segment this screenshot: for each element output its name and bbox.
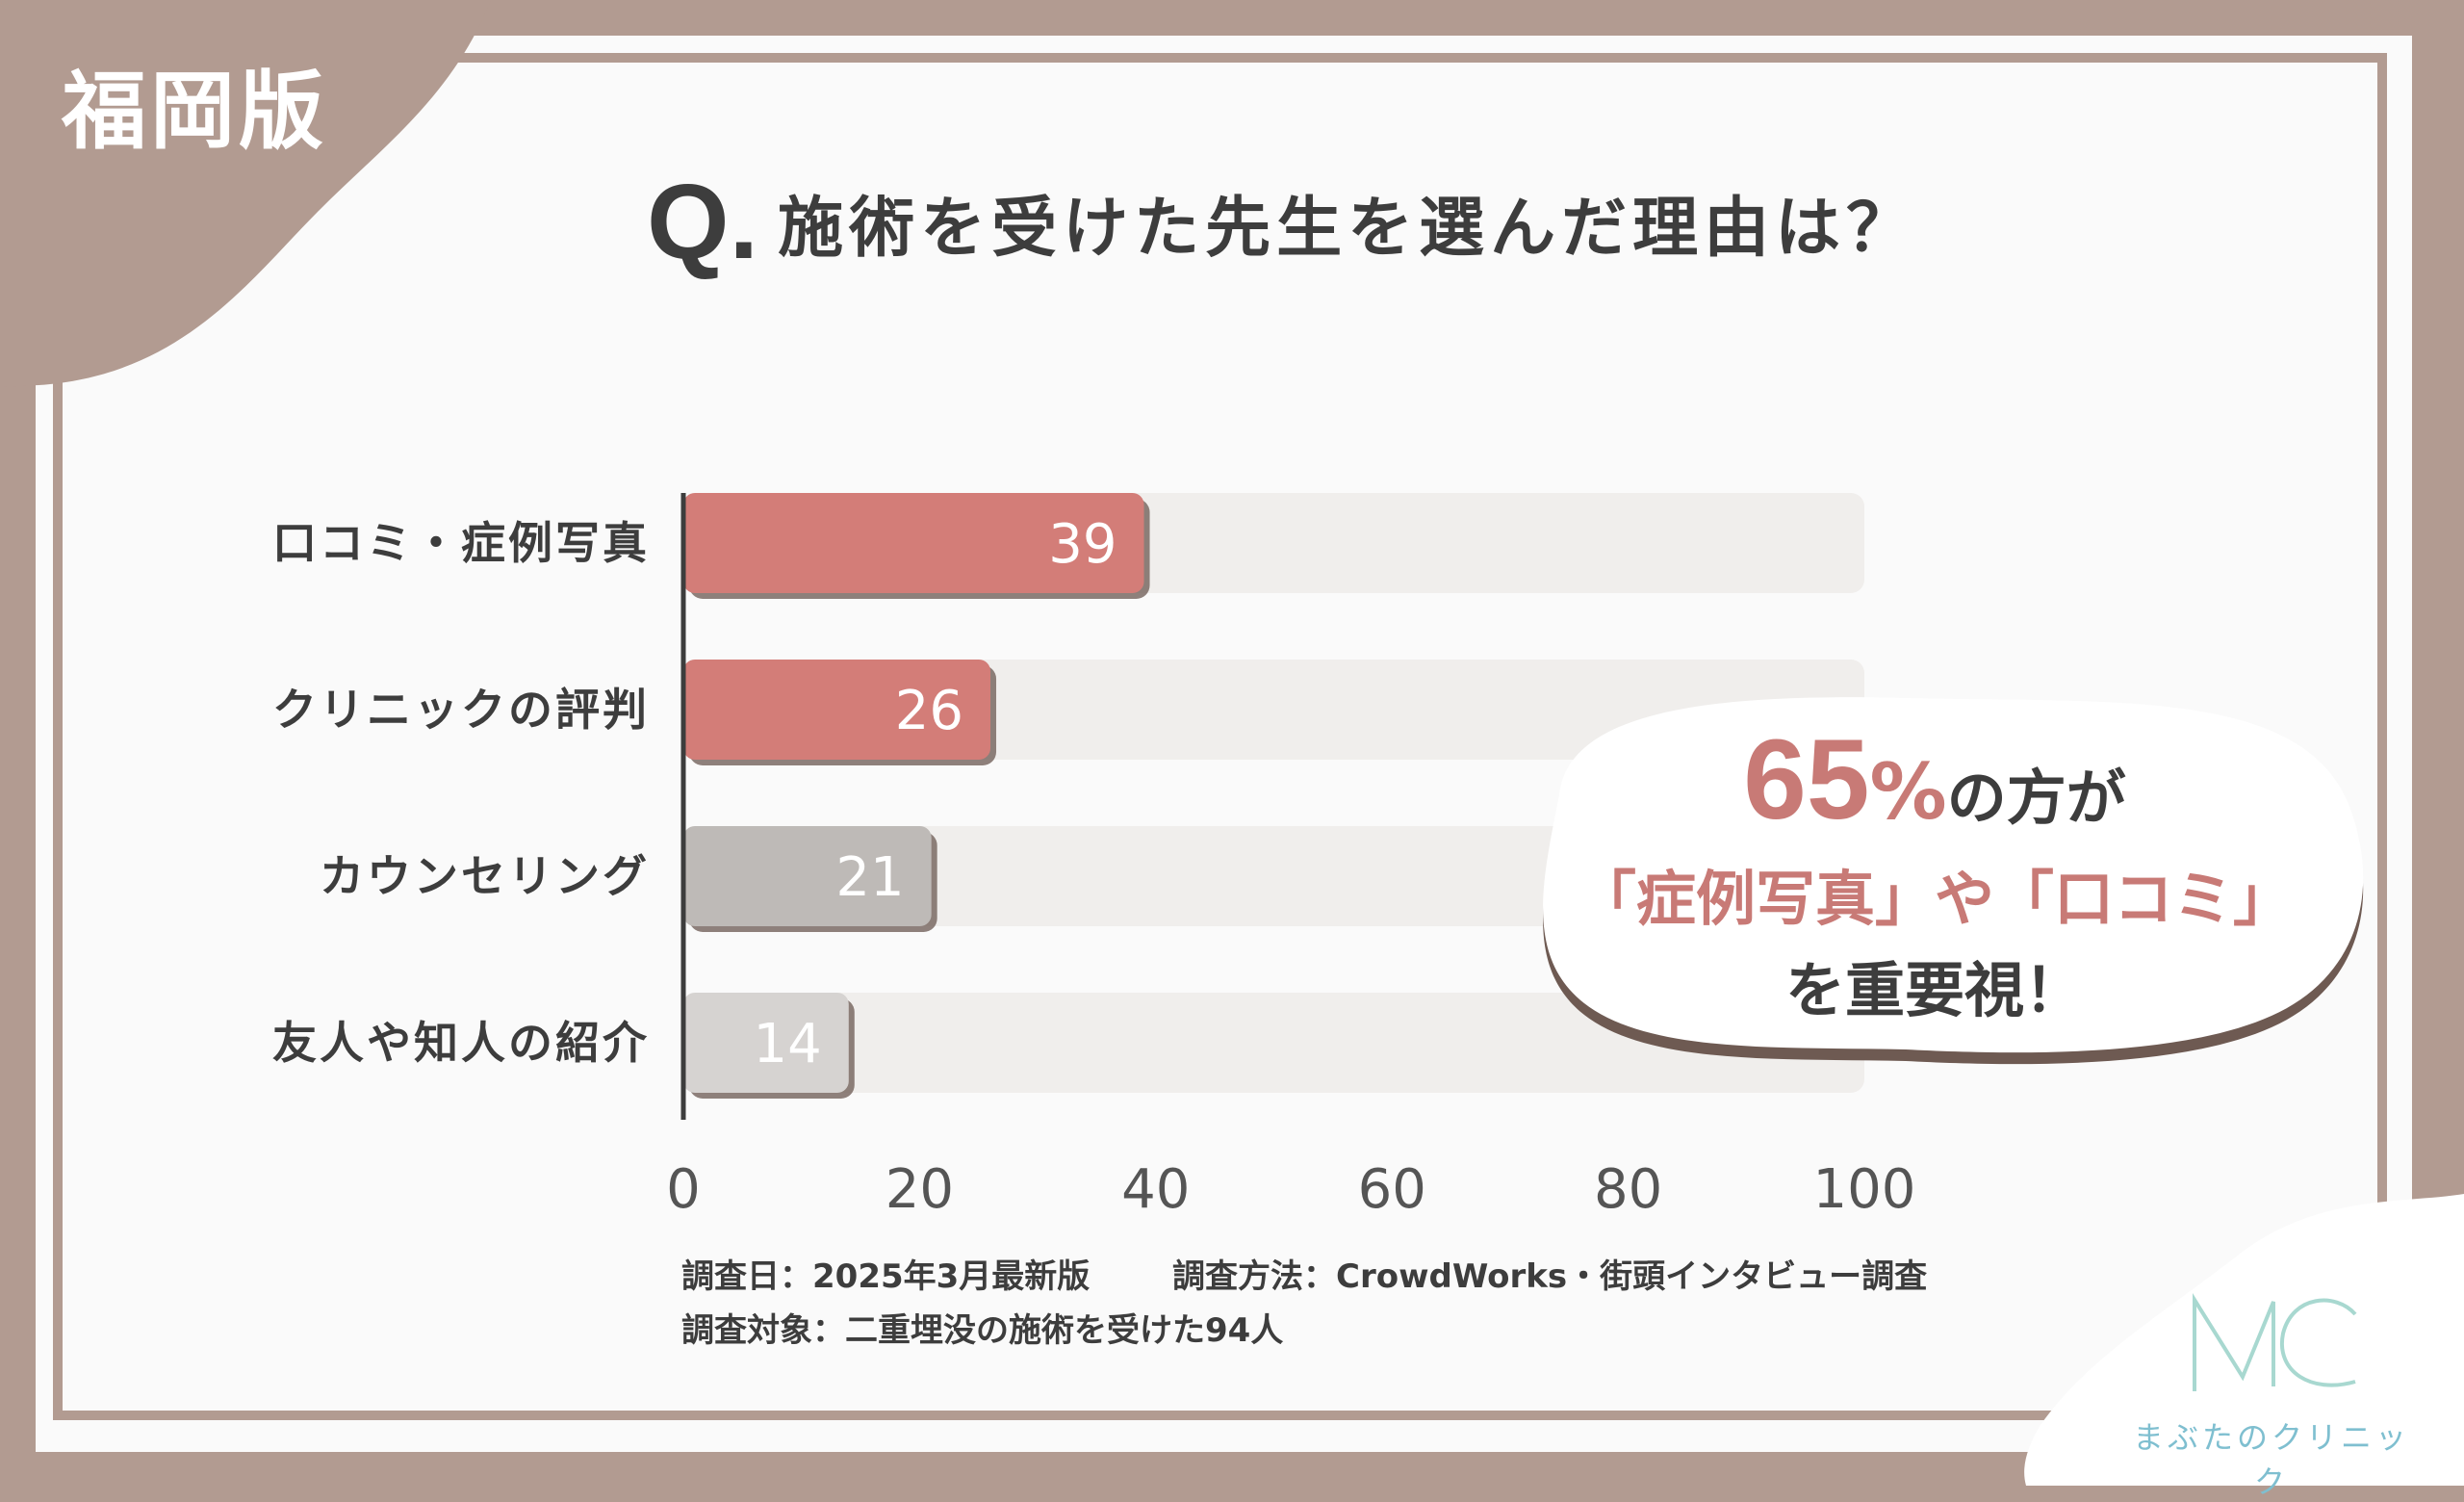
category-label: 友人や知人の紹介 <box>272 1017 650 1069</box>
survey-date: 調査日：2025年3月最新版 <box>681 1257 1091 1296</box>
category-label: カウンセリング <box>320 850 650 902</box>
logo-background-shape <box>2024 1194 2464 1486</box>
bar <box>683 993 849 1093</box>
x-tick-label: 20 <box>886 1158 954 1221</box>
x-tick-label: 60 <box>1358 1158 1426 1221</box>
category-label: 口コミ・症例写真 <box>272 517 650 569</box>
region-label: 福岡版 <box>62 62 328 161</box>
callout-line-3: を重要視！ <box>1784 955 2084 1025</box>
value-label: 39 <box>1048 513 1116 576</box>
survey-target: 調査対象：二重埋没の施術を受けた94人 <box>681 1311 1284 1350</box>
callout-percent-sign: % <box>1869 747 1947 837</box>
bar <box>683 493 1144 593</box>
survey-method: 調査方法：CrowdWorks・街頭インタビュー調査 <box>1172 1257 1928 1296</box>
logo-mark <box>2193 1293 2357 1391</box>
question-heading: Q. 施術を受けた先生を選んだ理由は？ <box>647 163 1918 281</box>
survey-notes-row-1: 調査日：2025年3月最新版 調査方法：CrowdWorks・街頭インタビュー調査 <box>681 1250 1927 1304</box>
x-tick-label: 80 <box>1594 1158 1662 1221</box>
callout-line-1-suffix: の方が <box>1946 763 2126 833</box>
callout-line-2: 「症例写真」や「口コミ」 <box>1576 864 2293 934</box>
callout-text: 65%の方が 「症例写真」や「口コミ」 を重要視！ <box>1521 722 2348 1039</box>
callout-bubble <box>1543 697 2364 1065</box>
clinic-name: まぶたのクリニック <box>2132 1419 2410 1500</box>
card-border <box>53 53 2387 1420</box>
callout-line-1: 65%の方が <box>1521 722 2348 856</box>
survey-notes: 調査日：2025年3月最新版 調査方法：CrowdWorks・街頭インタビュー調査… <box>681 1250 1927 1358</box>
bar <box>683 826 932 926</box>
corner-tab-shape <box>0 0 491 387</box>
callout-percent: 65 <box>1743 716 1870 843</box>
bar-track <box>683 993 1864 1093</box>
value-label: 21 <box>835 846 904 909</box>
value-label: 26 <box>895 680 963 742</box>
question-text: 施術を受けた先生を選んだ理由は？ <box>778 190 1918 267</box>
x-tick-label: 40 <box>1121 1158 1190 1221</box>
question-prefix: Q. <box>647 162 759 281</box>
bar <box>683 660 991 760</box>
value-label: 14 <box>754 1013 822 1075</box>
category-label: クリニックの評判 <box>272 684 650 736</box>
x-tick-label: 100 <box>1813 1158 1916 1221</box>
x-tick-label: 0 <box>666 1158 701 1221</box>
